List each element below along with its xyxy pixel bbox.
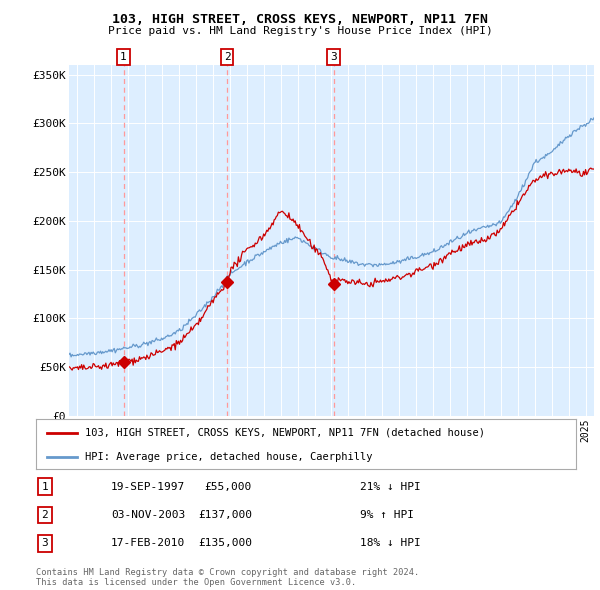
Text: This data is licensed under the Open Government Licence v3.0.: This data is licensed under the Open Gov… [36, 578, 356, 587]
Text: £137,000: £137,000 [198, 510, 252, 520]
Text: 18% ↓ HPI: 18% ↓ HPI [360, 539, 421, 548]
Text: 9% ↑ HPI: 9% ↑ HPI [360, 510, 414, 520]
Text: Price paid vs. HM Land Registry's House Price Index (HPI): Price paid vs. HM Land Registry's House … [107, 26, 493, 35]
Text: 1: 1 [120, 52, 127, 62]
Text: 3: 3 [330, 52, 337, 62]
Text: 2: 2 [224, 52, 230, 62]
Text: 17-FEB-2010: 17-FEB-2010 [111, 539, 185, 548]
Text: HPI: Average price, detached house, Caerphilly: HPI: Average price, detached house, Caer… [85, 451, 372, 461]
Text: 3: 3 [41, 539, 49, 548]
Text: 03-NOV-2003: 03-NOV-2003 [111, 510, 185, 520]
Text: £55,000: £55,000 [205, 482, 252, 491]
Text: 2: 2 [41, 510, 49, 520]
Text: 19-SEP-1997: 19-SEP-1997 [111, 482, 185, 491]
Text: 21% ↓ HPI: 21% ↓ HPI [360, 482, 421, 491]
Text: 1: 1 [41, 482, 49, 491]
Text: Contains HM Land Registry data © Crown copyright and database right 2024.: Contains HM Land Registry data © Crown c… [36, 568, 419, 577]
Text: 103, HIGH STREET, CROSS KEYS, NEWPORT, NP11 7FN (detached house): 103, HIGH STREET, CROSS KEYS, NEWPORT, N… [85, 428, 485, 438]
Text: 103, HIGH STREET, CROSS KEYS, NEWPORT, NP11 7FN: 103, HIGH STREET, CROSS KEYS, NEWPORT, N… [112, 13, 488, 26]
Text: £135,000: £135,000 [198, 539, 252, 548]
